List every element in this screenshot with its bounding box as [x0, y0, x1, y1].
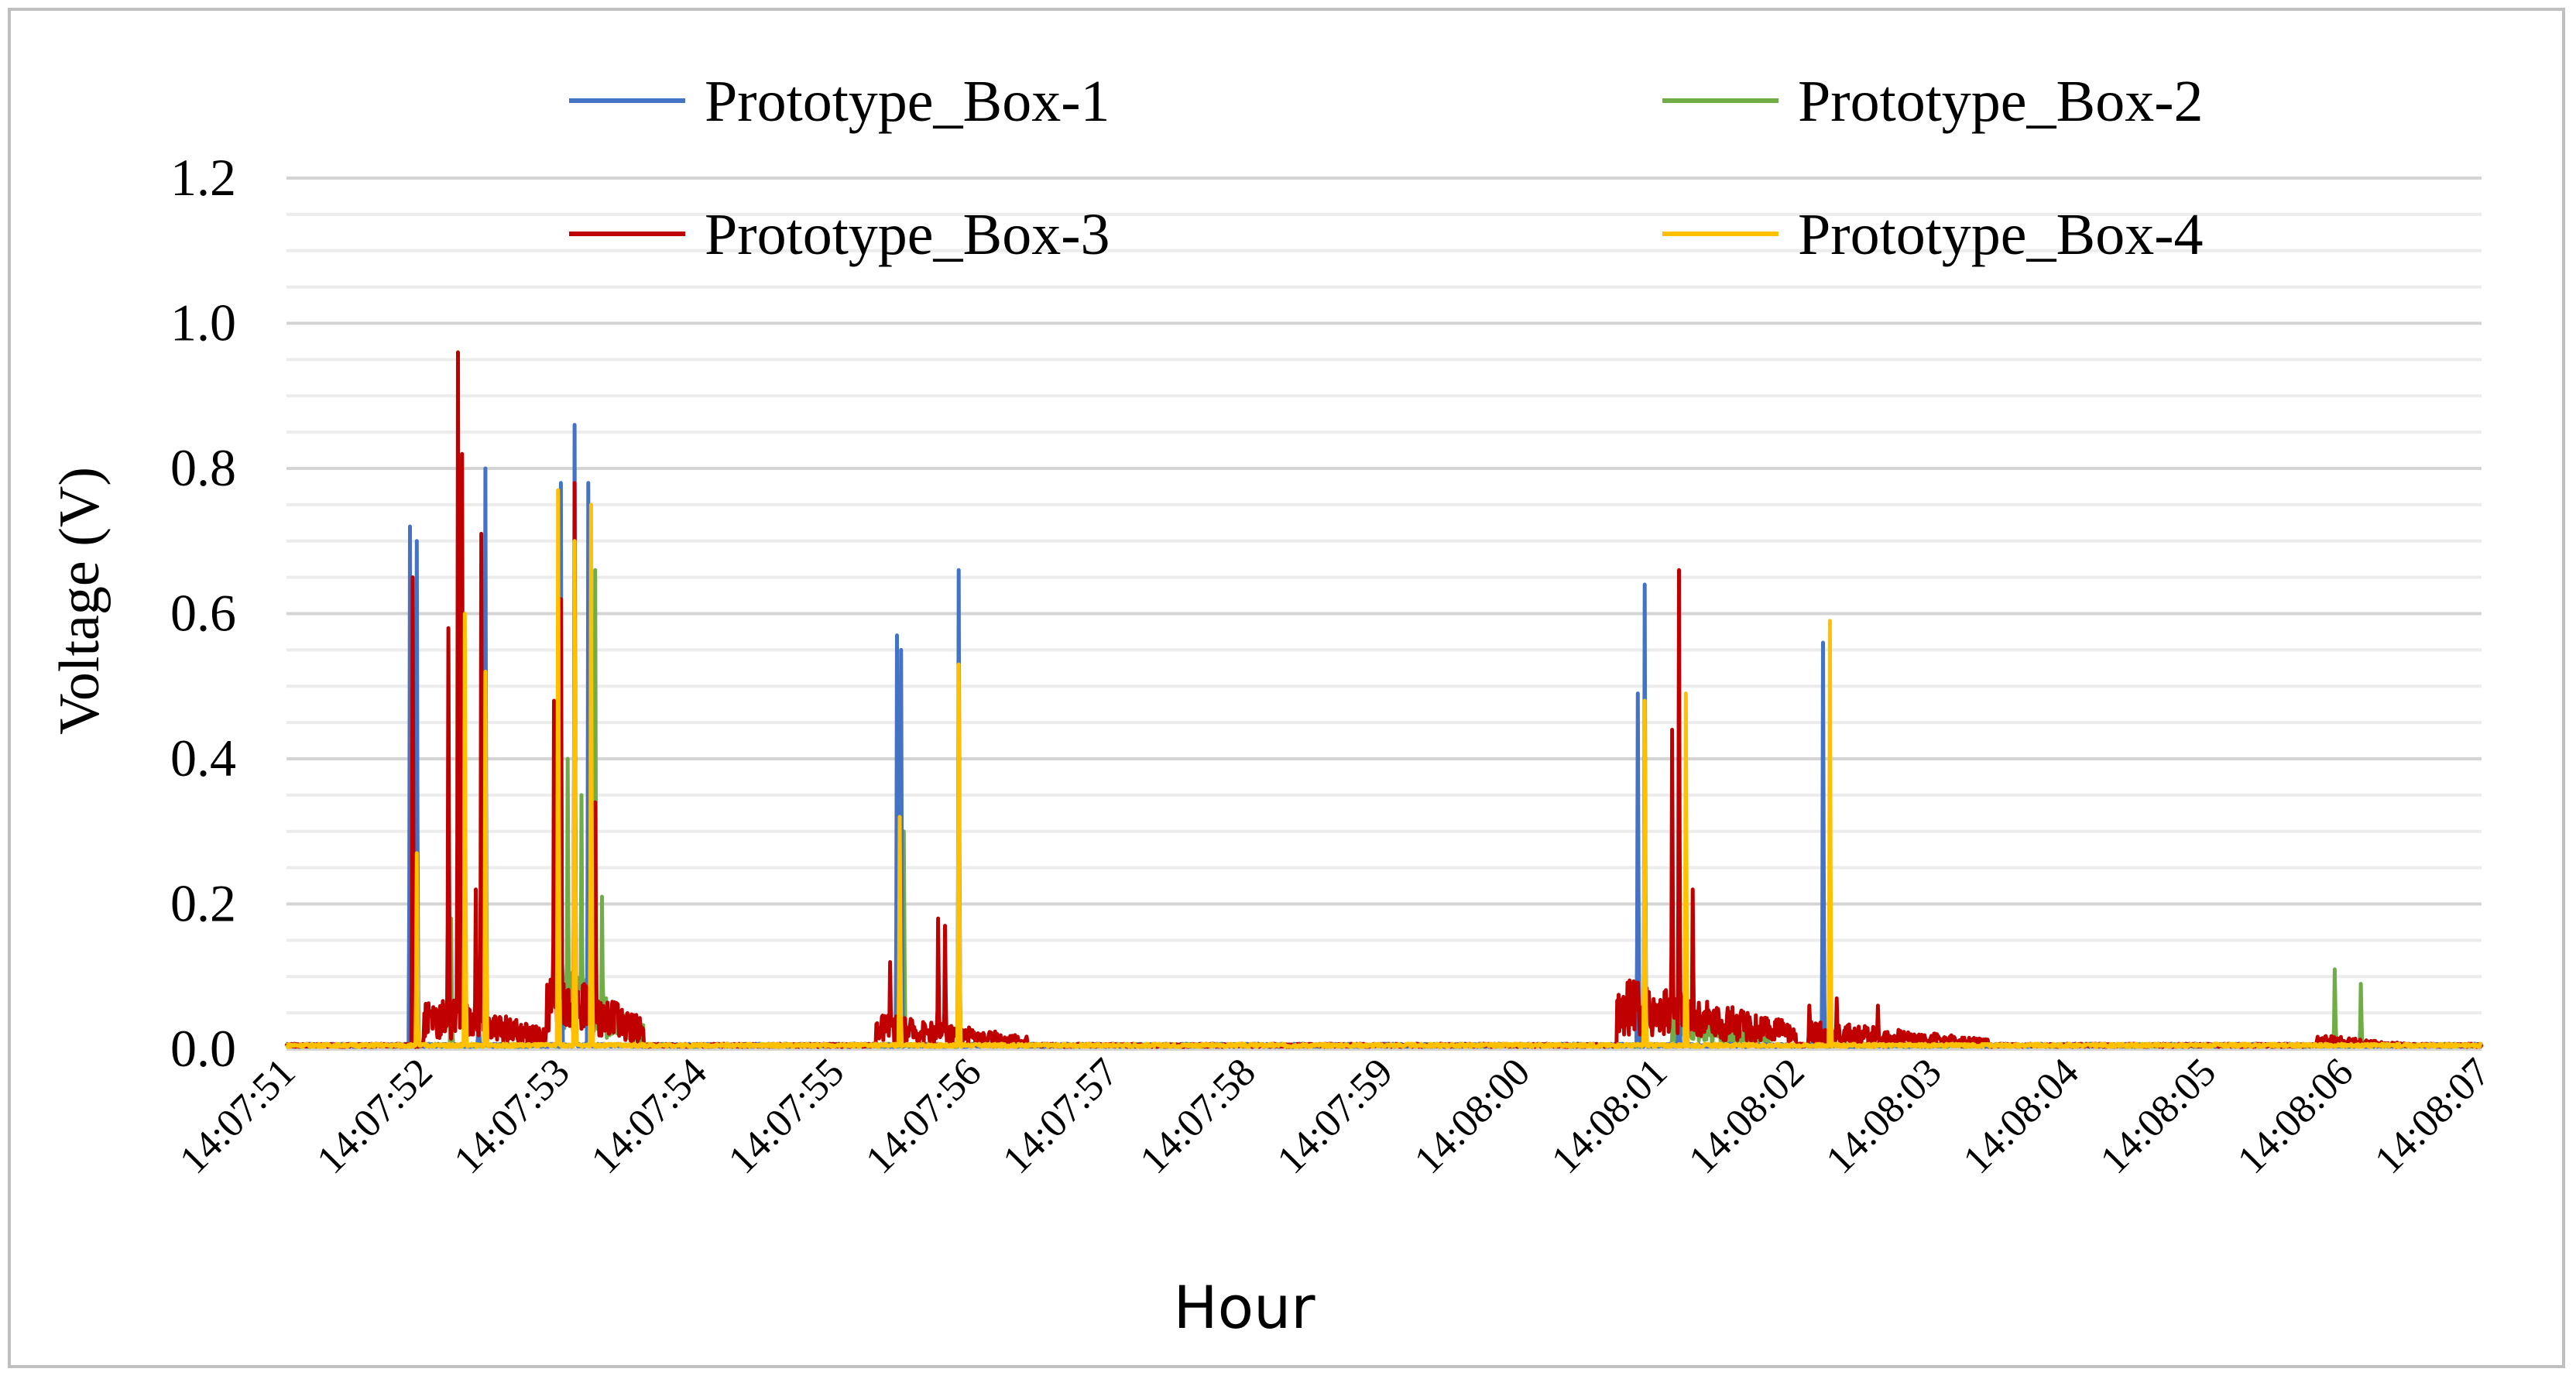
x-tick-label: 14:07:58 [1132, 1050, 1264, 1182]
x-tick-label: 14:08:04 [1955, 1050, 2087, 1182]
y-axis-ticks: 0.0 0.2 0.4 0.6 0.8 1.0 1.2 [170, 148, 236, 1078]
x-tick-label: 14:08:05 [2092, 1050, 2224, 1182]
x-tick-label: 14:08:01 [1543, 1050, 1676, 1182]
legend-label: Prototype_Box-1 [705, 69, 1110, 134]
x-tick-label: 14:07:59 [1269, 1050, 1401, 1182]
x-tick-label: 14:08:03 [1818, 1050, 1950, 1182]
legend-label: Prototype_Box-3 [705, 202, 1110, 267]
x-tick-label: 14:07:55 [720, 1050, 852, 1182]
y-tick-label: 0.2 [170, 874, 236, 933]
y-axis-label: Voltage (V) [48, 467, 111, 735]
x-axis-ticks: 14:07:51 14:07:52 14:07:53 14:07:54 14:07:55… [171, 1050, 2499, 1182]
x-tick-label: 14:08:02 [1680, 1050, 1813, 1182]
y-tick-label: 0.8 [170, 438, 236, 497]
series-line-prototype-box-3 [284, 350, 2484, 1049]
y-tick-label: 0.4 [170, 729, 236, 787]
x-tick-label: 14:08:06 [2229, 1050, 2362, 1182]
x-tick-label: 14:07:56 [857, 1050, 990, 1182]
x-tick-label: 14:08:07 [2366, 1050, 2499, 1182]
legend-label: Prototype_Box-4 [1798, 202, 2204, 267]
series-line-prototype-box-4 [285, 488, 2483, 1049]
y-tick-label: 0.0 [170, 1019, 236, 1078]
y-tick-label: 1.2 [170, 148, 236, 207]
major-gridlines [286, 177, 2482, 1051]
legend: Prototype_Box-1 Prototype_Box-2 Prototype_… [569, 69, 2204, 267]
x-tick-label: 14:07:52 [309, 1050, 441, 1182]
x-tick-label: 14:07:54 [583, 1050, 715, 1182]
minor-gridlines [286, 212, 2482, 1015]
chart-frame [8, 8, 2565, 1368]
x-tick-label: 14:07:53 [446, 1050, 578, 1182]
series-line-prototype-box-1 [285, 423, 2483, 1049]
x-tick-label: 14:07:57 [995, 1050, 1127, 1182]
x-tick-label: 14:08:00 [1406, 1050, 1538, 1182]
series-layer [284, 350, 2484, 1049]
y-tick-label: 0.6 [170, 584, 236, 643]
x-axis-label: Hour [1173, 1273, 1315, 1342]
y-tick-label: 1.0 [170, 293, 236, 352]
legend-label: Prototype_Box-2 [1798, 69, 2204, 134]
